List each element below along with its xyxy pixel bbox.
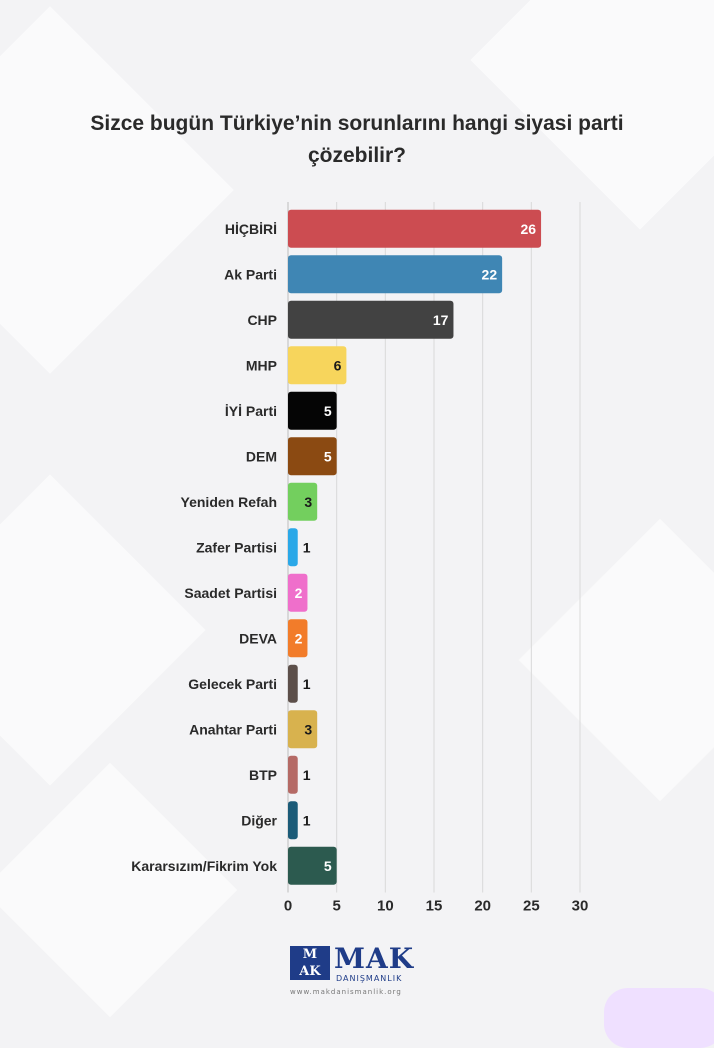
- logo-mark-top: M: [302, 947, 318, 962]
- category-label: Zafer Partisi: [196, 539, 277, 555]
- x-tick-label: 0: [284, 898, 292, 915]
- data-label: 3: [304, 721, 312, 737]
- category-label: CHP: [247, 312, 277, 328]
- data-label: 1: [303, 676, 311, 692]
- x-tick-label: 15: [426, 898, 443, 915]
- x-tick-label: 5: [332, 898, 340, 915]
- data-label: 2: [295, 585, 303, 601]
- logo-url: www.makdanismanlik.org: [290, 988, 402, 996]
- bar: [288, 664, 298, 703]
- bar: [288, 619, 308, 658]
- data-label: 2: [295, 630, 303, 646]
- data-label: 3: [304, 494, 312, 510]
- x-tick-label: 20: [474, 898, 491, 915]
- bar: [288, 755, 298, 794]
- bar: [288, 346, 347, 385]
- data-label: 5: [324, 403, 332, 419]
- category-label: DEVA: [239, 630, 277, 646]
- chart-title-line-1: Sizce bugün Türkiye’nin sorunlarını hang…: [90, 112, 624, 135]
- bar: [288, 437, 337, 476]
- category-label: Yeniden Refah: [181, 494, 277, 510]
- bar: [288, 255, 503, 294]
- logo: M AK MAK DANIŞMANLIK www.makdanismanlik.…: [290, 940, 413, 1000]
- logo-mark: M AK: [290, 946, 330, 980]
- category-label: MHP: [246, 357, 277, 373]
- bar: [288, 300, 454, 339]
- category-label: Diğer: [241, 812, 277, 828]
- category-label: Saadet Partisi: [184, 585, 277, 601]
- category-label: Gelecek Parti: [188, 676, 277, 692]
- bar: [288, 209, 542, 248]
- data-label: 1: [303, 812, 311, 828]
- category-label: Anahtar Parti: [189, 721, 277, 737]
- x-tick-label: 10: [377, 898, 394, 915]
- bar: [288, 573, 308, 612]
- logo-name: MAK: [334, 942, 415, 975]
- x-tick-label: 25: [523, 898, 540, 915]
- page: Sizce bugün Türkiye’nin sorunlarını hang…: [0, 108, 714, 1048]
- data-label: 26: [520, 221, 536, 237]
- chart-title: Sizce bugün Türkiye’nin sorunlarını hang…: [0, 108, 714, 172]
- chart-title-line-2: çözebilir?: [307, 144, 407, 167]
- data-label: 1: [303, 767, 311, 783]
- category-label: Ak Parti: [224, 266, 277, 282]
- category-label: İYİ Parti: [225, 403, 277, 419]
- category-label: DEM: [246, 448, 277, 464]
- logo-mark-bottom: AK: [299, 964, 321, 979]
- bar: [288, 846, 337, 885]
- data-label: 6: [334, 357, 342, 373]
- x-tick-label: 30: [572, 898, 589, 915]
- data-label: 5: [324, 858, 332, 874]
- bar: [288, 391, 337, 430]
- data-label: 22: [482, 266, 498, 282]
- category-label: HİÇBİRİ: [225, 221, 277, 237]
- bar: [288, 482, 318, 521]
- bar: [288, 528, 298, 567]
- data-label: 1: [303, 539, 311, 555]
- category-label: BTP: [249, 767, 277, 783]
- logo-subtitle: DANIŞMANLIK: [336, 974, 403, 983]
- category-label: Kararsızım/Fikrim Yok: [131, 858, 277, 874]
- data-label: 5: [324, 448, 332, 464]
- data-label: 17: [433, 312, 449, 328]
- bar: [288, 710, 318, 749]
- bar: [288, 801, 298, 840]
- corner-decoration: [604, 988, 714, 1048]
